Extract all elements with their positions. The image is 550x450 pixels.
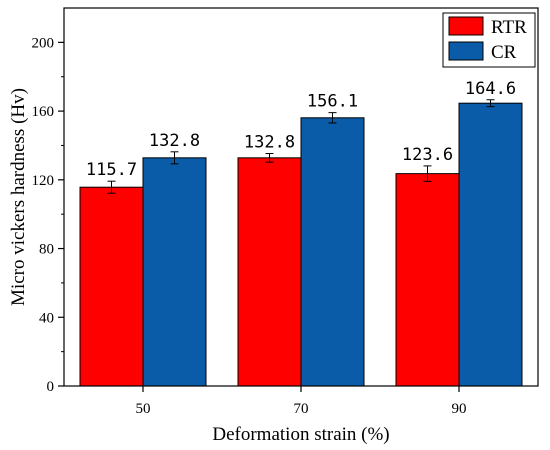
y-axis-title: Micro vickers hardness (Hv) (8, 88, 29, 306)
y-tick-label: 80 (39, 242, 54, 258)
x-tick-label: 90 (452, 401, 467, 417)
error-bar (265, 153, 274, 163)
error-bar (107, 180, 116, 194)
y-tick-label: 40 (39, 310, 54, 326)
error-bar (170, 151, 179, 165)
error-bars-layer (107, 99, 495, 194)
bar-rtr-90 (395, 173, 460, 387)
data-label: 164.6 (465, 79, 516, 99)
legend-label-rtr: RTR (491, 17, 527, 38)
legend-swatch-rtr (448, 16, 484, 36)
bar-cr-70 (300, 117, 365, 387)
error-bar (486, 99, 495, 108)
data-label: 115.7 (86, 160, 137, 180)
bar-rtr-70 (237, 157, 302, 387)
legend: RTR CR (442, 12, 536, 68)
y-tick-label: 160 (32, 104, 55, 120)
y-tick-label: 0 (47, 379, 55, 395)
data-label: 156.1 (307, 92, 358, 112)
x-axis-title: Deformation strain (%) (212, 424, 389, 445)
legend-label-cr: CR (491, 42, 517, 63)
y-tick-label: 120 (32, 173, 55, 189)
error-bar (328, 112, 337, 124)
bars-layer (79, 102, 523, 387)
data-label: 132.8 (149, 131, 200, 151)
data-labels-layer: 115.7 132.8 132.8 156.1 123.6 164.6 (86, 79, 516, 180)
x-tick-label: 50 (136, 401, 151, 417)
bar-rtr-50 (79, 186, 144, 387)
data-label: 123.6 (402, 145, 453, 165)
y-tick-label: 200 (32, 35, 55, 51)
error-bar (423, 165, 432, 182)
x-tick-label: 70 (294, 401, 309, 417)
y-axis: 0 40 80 120 160 200 (32, 35, 64, 395)
bar-cr-50 (142, 157, 207, 387)
data-label: 132.8 (244, 133, 295, 153)
x-axis: 50 70 90 (136, 386, 467, 417)
bar-cr-90 (458, 102, 523, 387)
legend-swatch-cr (448, 41, 484, 61)
